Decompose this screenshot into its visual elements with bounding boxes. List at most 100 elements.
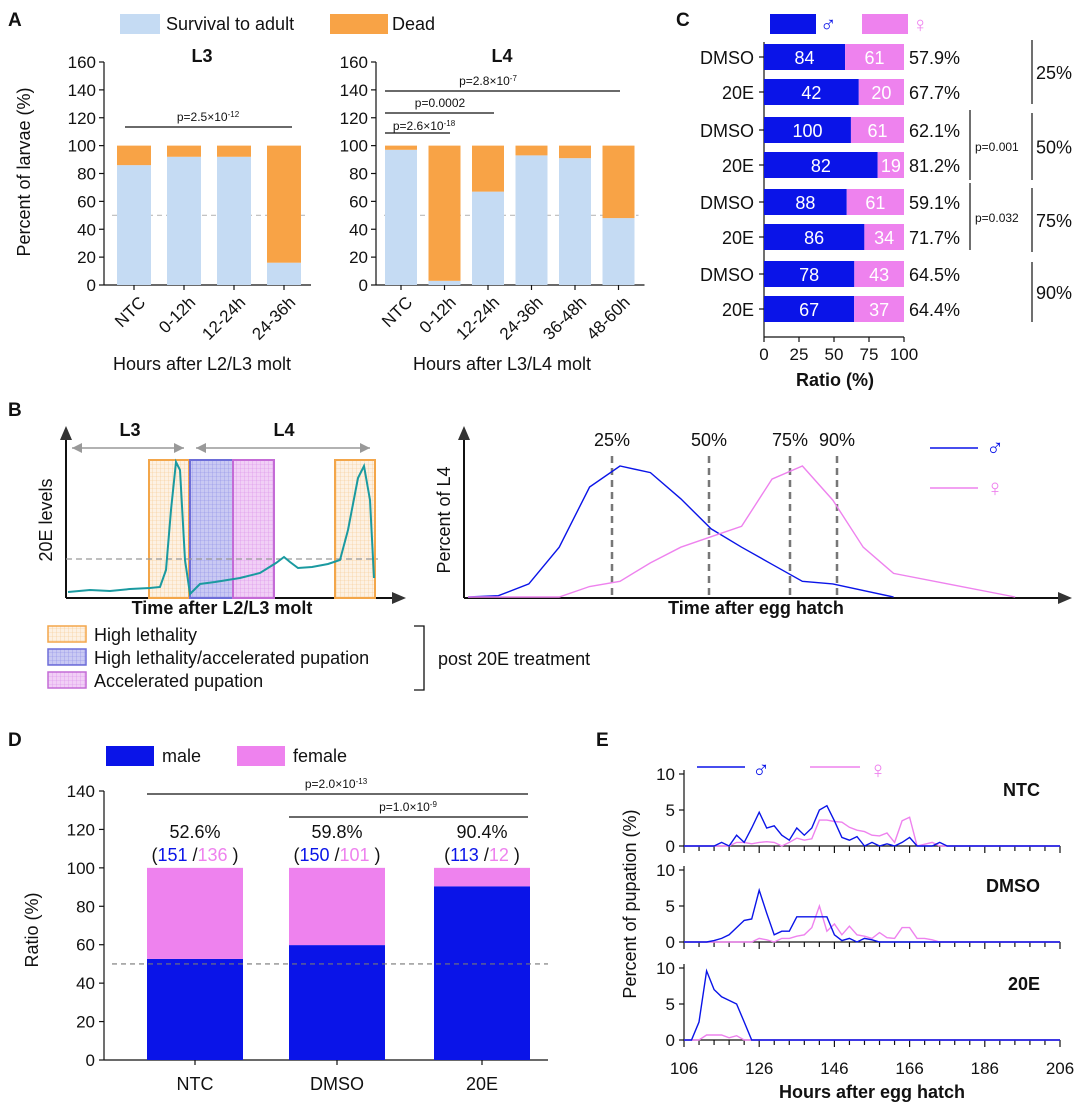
y-tick-label-e2: 5 — [666, 897, 675, 916]
legend-label-dead: Dead — [392, 14, 435, 34]
bar-count-female-c: 61 — [865, 48, 885, 68]
y-tick-label-d: 20 — [76, 1013, 95, 1032]
row-label-c: DMSO — [700, 265, 754, 285]
y-tick-label-a1: 160 — [68, 53, 96, 72]
bar-dead — [515, 145, 548, 156]
bar-female-c — [877, 152, 904, 178]
x-tick-label-e: 106 — [670, 1059, 698, 1078]
y-tick-label-a1: 80 — [77, 165, 96, 184]
axis-label-y-a: Percent of larvae (%) — [14, 87, 34, 256]
pvalue-text-d1: p=2.0×10-13 — [305, 777, 368, 792]
row-pct-c: 67.7% — [909, 83, 960, 103]
y-tick-label-a2: 100 — [340, 137, 368, 156]
x-tick-label-e: 146 — [820, 1059, 848, 1078]
curve-male-e2 — [684, 887, 1060, 943]
bar-count-female-c: 37 — [869, 300, 889, 320]
bar-count-male-c: 86 — [804, 228, 824, 248]
bar-count-female-c: 61 — [865, 193, 885, 213]
bar-count-male-c: 84 — [795, 48, 815, 68]
y-tick-label-a2: 20 — [349, 248, 368, 267]
y-tick-label-e3: 0 — [666, 1031, 675, 1050]
row-pct-c: 57.9% — [909, 48, 960, 68]
y-tick-label-a1: 40 — [77, 220, 96, 239]
pvalue-text-a2-2: p=0.0002 — [415, 96, 466, 110]
y-tick-label-a1: 140 — [68, 81, 96, 100]
bar-female-c — [850, 117, 904, 143]
bar-female-c — [864, 224, 904, 250]
bar-count-female-c: 19 — [881, 156, 901, 176]
bar-male-c — [764, 117, 851, 143]
legend-label-female-e: ♀ — [869, 757, 887, 784]
legend-label-lethality-accelerated: High lethality/accelerated pupation — [94, 648, 369, 668]
y-tick-label-a2: 80 — [349, 165, 368, 184]
bar-survival — [472, 191, 504, 285]
legend-swatch-male-d — [106, 746, 154, 766]
group-label-c: 90% — [1036, 283, 1072, 303]
window-lethality-accelerated — [189, 459, 235, 599]
legend-label-female-d: female — [293, 746, 347, 766]
axis-label-y-b-left: 20E levels — [36, 478, 56, 561]
bar-count-male-c: 67 — [799, 300, 819, 320]
x-tick-label-a1: 24-36h — [248, 293, 299, 344]
x-tick-label-e: 126 — [745, 1059, 773, 1078]
legend-label-high-lethality: High lethality — [94, 625, 197, 645]
y-tick-label-e3: 5 — [666, 995, 675, 1014]
bar-survival — [167, 156, 201, 285]
arrow-head-x-b-left — [392, 592, 406, 604]
legend-bracket-b — [414, 625, 425, 691]
window-high-lethality-l4 — [334, 459, 376, 599]
y-tick-label-e2: 0 — [666, 933, 675, 952]
curve-female-e1 — [684, 816, 1060, 847]
y-tick-label-d: 80 — [76, 897, 95, 916]
subplot-title-a1: L3 — [191, 46, 212, 66]
bar-female-c — [858, 79, 904, 105]
y-tick-label-a2: 140 — [340, 81, 368, 100]
axis-label-x-c: Ratio (%) — [796, 370, 874, 390]
axis-label-x-e: Hours after egg hatch — [779, 1082, 965, 1102]
bar-pct-label-d: 59.8% — [311, 822, 362, 842]
bar-count-male-c: 42 — [801, 83, 821, 103]
arrow-head-y-b-left — [60, 426, 72, 440]
y-tick-label-a2: 120 — [340, 109, 368, 128]
marker-label-b: 25% — [594, 430, 630, 450]
axis-label-x-b-right: Time after egg hatch — [668, 598, 844, 618]
legend-label-female-b: ♀ — [986, 475, 1004, 502]
row-pct-c: 71.7% — [909, 228, 960, 248]
bar-male-d — [289, 945, 385, 1060]
group-label-c: 25% — [1036, 63, 1072, 83]
marker-label-b: 50% — [691, 430, 727, 450]
stage-label-l4: L4 — [273, 420, 294, 440]
row-label-c: 20E — [722, 300, 754, 320]
bar-dead — [385, 145, 417, 150]
legend-label-male-d: male — [162, 746, 201, 766]
bar-count-male-c: 78 — [799, 265, 819, 285]
bar-female-c — [845, 44, 904, 70]
bar-female-c — [846, 189, 904, 215]
bar-female-d — [434, 867, 530, 887]
subplot-title-e1: NTC — [1003, 780, 1040, 800]
bar-dead — [472, 145, 504, 192]
bar-female-d — [289, 867, 385, 946]
y-tick-label-d: 0 — [86, 1051, 95, 1070]
x-tick-label-a2: 48-60h — [583, 293, 634, 344]
y-tick-label-a2: 60 — [349, 192, 368, 211]
bar-survival — [217, 156, 251, 285]
bar-male-c — [764, 152, 878, 178]
row-pct-c: 62.1% — [909, 121, 960, 141]
panel-label-e: E — [596, 730, 609, 751]
x-tick-label-d: 20E — [466, 1074, 498, 1094]
x-tick-label-a1: 12-24h — [198, 293, 249, 344]
pvalue-text-a2-3: p=2.6×10-18 — [393, 119, 456, 134]
subplot-title-e2: DMSO — [986, 876, 1040, 896]
bar-female-c — [854, 296, 904, 322]
subplot-title-e3: 20E — [1008, 974, 1040, 994]
bar-count-female-c: 20 — [871, 83, 891, 103]
panel-label-a: A — [8, 10, 22, 31]
bar-dead — [117, 145, 151, 166]
curve-male-l4 — [467, 465, 894, 598]
y-tick-label-a1: 0 — [87, 276, 96, 295]
panel-label-d: D — [8, 730, 22, 751]
x-tick-label-a2: 12-24h — [452, 293, 503, 344]
axis-label-y-e: Percent of pupation (%) — [620, 809, 640, 998]
x-tick-label-e: 166 — [895, 1059, 923, 1078]
